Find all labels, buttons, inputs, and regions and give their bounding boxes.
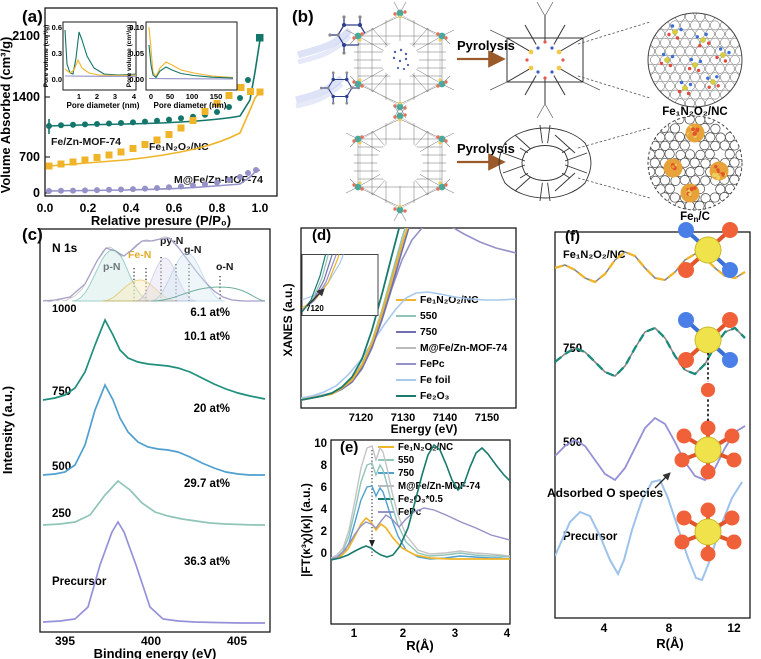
svg-text:Binding energy (eV): Binding energy (eV): [94, 646, 217, 659]
svg-text:405: 405: [227, 634, 247, 648]
svg-text:1000: 1000: [52, 303, 76, 315]
svg-text:0.05: 0.05: [129, 49, 144, 58]
svg-text:2: 2: [400, 628, 406, 640]
svg-text:M@Fe/Zn-MOF-74: M@Fe/Zn-MOF-74: [398, 481, 481, 492]
svg-text:0.0: 0.0: [52, 75, 62, 84]
svg-text:0.3: 0.3: [52, 49, 62, 58]
svg-text:0.6: 0.6: [52, 23, 62, 32]
svg-text:8: 8: [321, 460, 328, 472]
svg-text:(b): (b): [292, 7, 314, 26]
svg-text:700: 700: [19, 150, 40, 164]
svg-text:750: 750: [420, 327, 437, 338]
svg-text:(f): (f): [565, 228, 580, 245]
svg-text:12: 12: [727, 621, 741, 635]
svg-text:29.7 at%: 29.7 at%: [184, 478, 230, 490]
svg-text:Fe/Zn-MOF-74: Fe/Zn-MOF-74: [51, 136, 121, 148]
svg-text:6.1 at%: 6.1 at%: [190, 307, 230, 319]
svg-text:1.0: 1.0: [252, 201, 269, 215]
svg-text:4: 4: [321, 504, 328, 516]
svg-text:7150: 7150: [475, 412, 499, 424]
svg-text:0: 0: [321, 548, 327, 560]
svg-text:7120: 7120: [349, 412, 373, 424]
svg-text:1400: 1400: [12, 90, 40, 104]
svg-text:150: 150: [210, 92, 223, 101]
svg-text:4: 4: [504, 628, 511, 640]
svg-text:550: 550: [420, 311, 437, 322]
svg-text:Intensity (a.u.): Intensity (a.u.): [0, 386, 15, 474]
svg-text:550: 550: [398, 455, 414, 466]
svg-text:M@Fe/Zn-MOF-74: M@Fe/Zn-MOF-74: [420, 343, 508, 354]
svg-text:0: 0: [149, 92, 153, 101]
svg-text:3: 3: [452, 628, 458, 640]
svg-text:1: 1: [351, 628, 358, 640]
svg-text:Precursor: Precursor: [52, 576, 107, 588]
svg-text:Pore volume (cm³/g): Pore volume (cm³/g): [43, 25, 50, 87]
svg-text:R(Å): R(Å): [406, 638, 433, 653]
svg-text:36.3 at%: 36.3 at%: [184, 556, 230, 568]
svg-text:3: 3: [113, 92, 117, 101]
svg-text:2: 2: [95, 92, 99, 101]
svg-text:2100: 2100: [12, 29, 40, 43]
svg-text:1: 1: [77, 92, 81, 101]
svg-text:2: 2: [321, 526, 327, 538]
svg-text:10.1 at%: 10.1 at%: [184, 331, 230, 343]
svg-text:250: 250: [52, 508, 71, 520]
svg-text:(d): (d): [312, 227, 331, 244]
svg-text:0: 0: [33, 186, 40, 200]
svg-text:Fe₂O₃*0.5: Fe₂O₃*0.5: [398, 494, 443, 505]
svg-text:(a): (a): [22, 7, 43, 26]
svg-text:Fe₂O₃: Fe₂O₃: [420, 391, 450, 402]
svg-text:|FT(κ³χ)(κ)| (a.u.): |FT(κ³χ)(κ)| (a.u.): [299, 483, 313, 577]
svg-text:0.10: 0.10: [129, 23, 144, 32]
svg-text:Energy (eV): Energy (eV): [391, 422, 458, 436]
svg-text:20 at%: 20 at%: [194, 403, 230, 415]
svg-text:8: 8: [666, 621, 673, 635]
svg-text:FePc: FePc: [420, 359, 445, 370]
svg-text:Fe foil: Fe foil: [420, 375, 450, 386]
svg-text:XANES (a.u.): XANES (a.u.): [281, 283, 295, 356]
svg-text:o-N: o-N: [216, 261, 234, 273]
svg-text:395: 395: [55, 634, 75, 648]
svg-text:Relative presure (P/P₀): Relative presure (P/P₀): [91, 213, 231, 228]
svg-text:Adsorbed O species: Adsorbed O species: [547, 486, 663, 500]
svg-text:50: 50: [166, 92, 174, 101]
svg-text:(e): (e): [340, 439, 358, 456]
svg-text:Pyrolysis: Pyrolysis: [457, 38, 515, 53]
svg-text:6: 6: [321, 482, 327, 494]
svg-text:4: 4: [601, 621, 608, 635]
svg-text:100: 100: [186, 92, 199, 101]
svg-text:500: 500: [52, 461, 71, 473]
svg-text:R(Å): R(Å): [656, 636, 683, 651]
svg-text:750: 750: [398, 468, 414, 479]
svg-text:Precursor: Precursor: [563, 531, 618, 543]
svg-text:0.0: 0.0: [37, 201, 54, 215]
svg-text:N 1s: N 1s: [52, 241, 78, 255]
svg-text:0.00: 0.00: [129, 75, 144, 84]
svg-text:Volume Absorbed (cm³/g): Volume Absorbed (cm³/g): [0, 37, 13, 194]
svg-text:Fe₁N₂O₂/NC: Fe₁N₂O₂/NC: [398, 442, 453, 453]
svg-text:Pore diameter (nm): Pore diameter (nm): [67, 101, 140, 110]
svg-text:Pore diameter (nm): Pore diameter (nm): [154, 101, 227, 110]
svg-text:10: 10: [314, 438, 327, 450]
